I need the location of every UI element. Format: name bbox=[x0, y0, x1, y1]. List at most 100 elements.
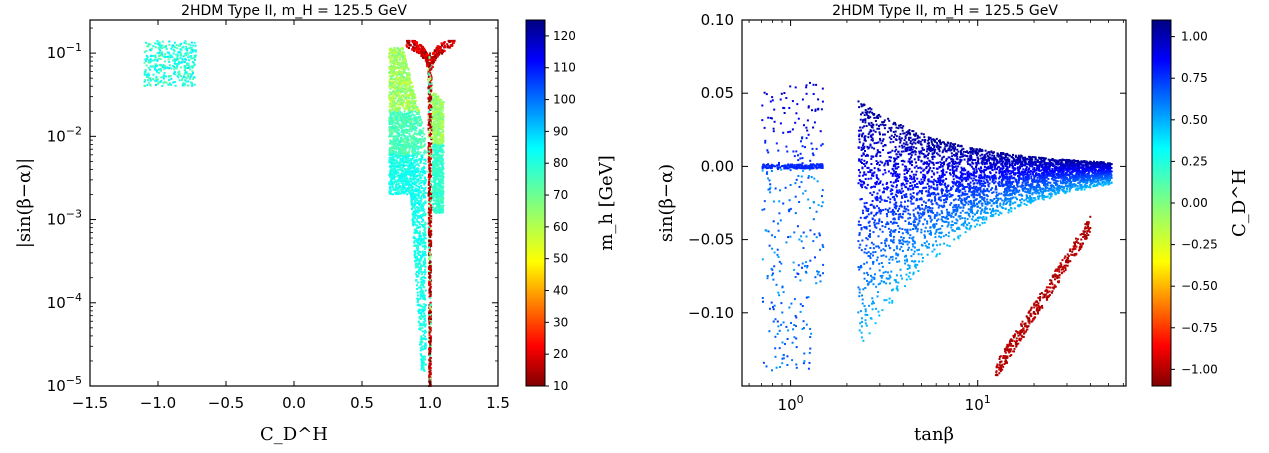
scatter-point bbox=[420, 308, 423, 311]
scatter-point bbox=[428, 83, 431, 86]
scatter-point bbox=[402, 144, 405, 147]
scatter-point bbox=[407, 170, 410, 173]
scatter-point bbox=[400, 138, 403, 141]
scatter-point bbox=[155, 70, 158, 73]
scatter-point bbox=[403, 176, 406, 179]
scatter-point bbox=[395, 78, 398, 81]
scatter-point bbox=[429, 174, 432, 177]
scatter-point bbox=[419, 128, 422, 131]
scatter-point bbox=[150, 65, 153, 68]
scatter-point bbox=[419, 328, 422, 331]
scatter-point bbox=[422, 46, 425, 49]
scatter-point bbox=[427, 110, 430, 113]
scatter-point bbox=[424, 298, 427, 301]
scatter-point bbox=[184, 40, 187, 43]
scatter-point bbox=[417, 298, 420, 301]
scatter-point bbox=[399, 161, 402, 164]
scatter-point bbox=[419, 237, 422, 240]
scatter-point bbox=[159, 58, 162, 60]
x-tick-label: −0.5 bbox=[208, 394, 244, 412]
scatter-point bbox=[405, 182, 408, 185]
scatter-point bbox=[420, 288, 423, 291]
scatter-point bbox=[413, 43, 416, 46]
scatter-point bbox=[423, 211, 426, 213]
scatter-point bbox=[404, 102, 407, 105]
scatter-point bbox=[160, 69, 162, 72]
scatter-point bbox=[440, 143, 443, 146]
scatter-point bbox=[391, 148, 394, 151]
scatter-point bbox=[427, 107, 430, 110]
scatter-point bbox=[146, 58, 148, 60]
scatter-point bbox=[421, 330, 424, 333]
scatter-point bbox=[434, 196, 437, 199]
scatter-point bbox=[398, 112, 401, 115]
scatter-point bbox=[437, 53, 440, 56]
scatter-point bbox=[421, 327, 424, 330]
scatter-point bbox=[423, 307, 426, 310]
scatter-point bbox=[398, 154, 401, 157]
scatter-point bbox=[423, 133, 426, 136]
scatter-point bbox=[434, 161, 437, 164]
scatter-point bbox=[417, 294, 419, 297]
scatter-point bbox=[419, 160, 422, 163]
scatter-point bbox=[433, 50, 436, 54]
scatter-point bbox=[400, 82, 403, 85]
scatter-point bbox=[395, 159, 398, 162]
scatter-point bbox=[417, 238, 420, 241]
scatter-point bbox=[186, 72, 189, 75]
scatter-point bbox=[424, 330, 427, 333]
scatter-point bbox=[169, 56, 172, 59]
scatter-point bbox=[430, 148, 433, 151]
scatter-point bbox=[435, 162, 438, 165]
scatter-point bbox=[411, 100, 414, 103]
scatter-point bbox=[418, 146, 420, 149]
scatter-point bbox=[432, 171, 435, 174]
scatter-point bbox=[390, 122, 392, 125]
scatter-point bbox=[401, 102, 404, 104]
scatter-point bbox=[429, 183, 432, 186]
scatter-point bbox=[404, 121, 407, 124]
scatter-point bbox=[420, 177, 423, 179]
scatter-point bbox=[180, 42, 183, 45]
scatter-point bbox=[429, 77, 432, 80]
scatter-point bbox=[396, 121, 399, 124]
scatter-point bbox=[437, 173, 440, 176]
scatter-point bbox=[422, 168, 425, 171]
scatter-point bbox=[392, 100, 395, 103]
scatter-point bbox=[390, 166, 393, 169]
scatter-point bbox=[422, 284, 424, 287]
scatter-point bbox=[406, 167, 409, 170]
scatter-point bbox=[429, 301, 432, 304]
scatter-point bbox=[419, 297, 422, 300]
scatter-point bbox=[190, 49, 193, 52]
scatter-point bbox=[406, 74, 409, 77]
scatter-point bbox=[409, 80, 411, 83]
scatter-point bbox=[397, 154, 399, 156]
scatter-point bbox=[437, 114, 440, 117]
colorbar-tick-label: 70 bbox=[553, 188, 568, 202]
scatter-point bbox=[416, 169, 418, 172]
scatter-point bbox=[434, 111, 437, 114]
scatter-point bbox=[397, 135, 400, 138]
scatter-point bbox=[397, 141, 400, 143]
scatter-point bbox=[183, 60, 186, 63]
scatter-point bbox=[400, 116, 403, 119]
scatter-point bbox=[439, 193, 442, 195]
scatter-point bbox=[403, 153, 406, 156]
scatter-point bbox=[437, 125, 440, 128]
scatter-point bbox=[421, 366, 423, 369]
scatter-point bbox=[169, 75, 172, 77]
scatter-point bbox=[402, 56, 404, 59]
scatter-point bbox=[417, 50, 420, 53]
scatter-point bbox=[411, 146, 414, 149]
scatter-point bbox=[428, 291, 431, 294]
scatter-point bbox=[428, 96, 431, 99]
scatter-point bbox=[441, 187, 444, 190]
scatter-point bbox=[149, 79, 152, 82]
scatter-point bbox=[419, 290, 422, 293]
scatter-point bbox=[389, 58, 392, 61]
scatter-point bbox=[408, 167, 411, 170]
scatter-point bbox=[428, 150, 431, 153]
scatter-point bbox=[413, 150, 416, 153]
scatter-point bbox=[392, 74, 395, 77]
